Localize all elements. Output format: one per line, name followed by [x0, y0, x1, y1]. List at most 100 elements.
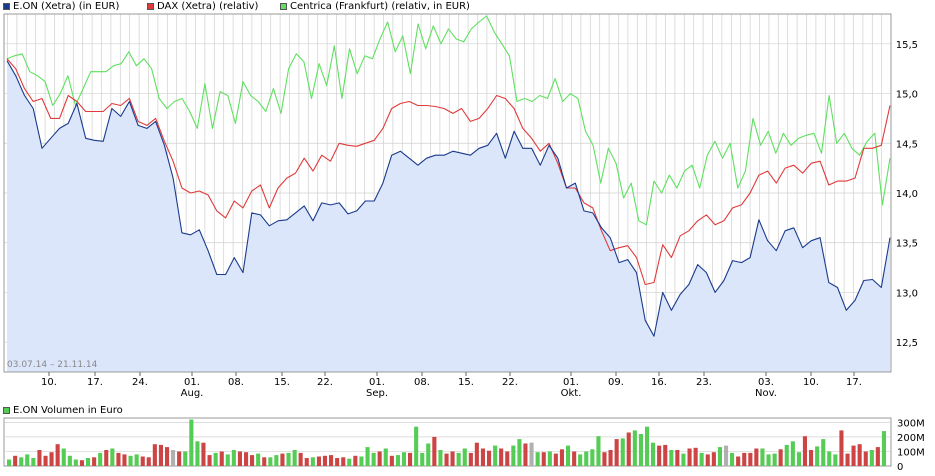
volume-y-tick-label: 0 — [897, 462, 903, 473]
volume-bar — [237, 451, 242, 466]
volume-bar — [365, 447, 370, 466]
volume-bar — [61, 448, 66, 466]
volume-bar — [25, 454, 30, 466]
volume-bar — [736, 456, 741, 466]
volume-bar — [225, 454, 230, 466]
volume-bar — [675, 450, 680, 466]
volume-bar — [845, 453, 850, 466]
volume-bar — [353, 455, 358, 466]
x-tick-label: 22. — [502, 377, 518, 388]
volume-bar — [171, 450, 176, 466]
legend-swatch-dax — [147, 3, 154, 10]
volume-bar — [456, 452, 461, 466]
x-tick-label: 01. — [184, 377, 200, 388]
volume-bar — [389, 455, 394, 466]
volume-bar — [140, 456, 145, 466]
legend-label-dax: DAX (Xetra) (relativ) — [157, 1, 259, 12]
volume-bar — [875, 447, 880, 466]
volume-bar — [602, 452, 607, 466]
volume-panel: 300M 200M 100M 0 — [3, 417, 925, 473]
volume-bar — [195, 441, 200, 466]
volume-bar — [401, 452, 406, 466]
volume-bar — [158, 444, 163, 466]
series-eon-area — [7, 60, 890, 372]
volume-bar — [869, 450, 874, 466]
volume-bar — [31, 458, 36, 466]
y-tick-label: 13,5 — [896, 239, 918, 250]
x-tick-label: 08. — [228, 377, 244, 388]
volume-bar — [329, 455, 334, 466]
volume-bar — [98, 452, 103, 466]
volume-bar — [468, 452, 473, 466]
volume-bar — [298, 452, 303, 466]
legend-centrica: Centrica (Frankfurt) (relativ, in EUR) — [280, 1, 470, 12]
legend-swatch-centrica — [280, 3, 287, 10]
x-tick-label: 23. — [696, 377, 712, 388]
volume-bar — [395, 455, 400, 466]
volume-bar — [821, 439, 826, 466]
volume-bar — [657, 445, 662, 466]
volume-bar — [802, 436, 807, 466]
legend-dax: DAX (Xetra) (relativ) — [147, 1, 258, 12]
y-tick-label: 13,0 — [896, 288, 918, 299]
x-tick-label: 16. — [651, 377, 667, 388]
volume-bar — [541, 452, 546, 466]
x-tick-label: 01. — [369, 377, 385, 388]
volume-bar — [304, 458, 309, 466]
volume-bar — [778, 449, 783, 466]
volume-bar — [250, 455, 255, 466]
volume-bar — [165, 447, 170, 466]
y-tick-label: 15,0 — [896, 90, 918, 101]
volume-bar — [438, 450, 443, 466]
volume-bar — [408, 452, 413, 466]
volume-bar — [578, 454, 583, 466]
volume-bar — [614, 439, 619, 466]
volume-bar — [92, 457, 97, 466]
series-eon-line — [6, 60, 891, 337]
volume-bar — [7, 459, 12, 466]
volume-bar — [505, 451, 510, 466]
volume-bar — [645, 426, 650, 466]
volume-bar — [231, 450, 236, 466]
volume-bar — [43, 455, 48, 466]
volume-bar — [663, 444, 668, 466]
legend-eon: E.ON (Xetra) (in EUR) — [3, 1, 119, 12]
volume-bar — [19, 457, 24, 466]
y-tick-label: 12,5 — [896, 338, 918, 349]
volume-bar — [535, 452, 540, 466]
volume-bar — [499, 448, 504, 466]
volume-bar — [559, 449, 564, 466]
volume-bar — [55, 444, 60, 466]
volume-bar — [651, 442, 656, 466]
volume-bar — [122, 454, 127, 466]
legend-label-eon: E.ON (Xetra) (in EUR) — [13, 1, 120, 12]
volume-bar — [790, 441, 795, 466]
volume-bar — [316, 456, 321, 466]
volume-bar — [529, 442, 534, 466]
volume-bar — [827, 451, 832, 466]
x-tick-label: 03. — [758, 377, 774, 388]
volume-bar — [699, 452, 704, 466]
volume-y-tick-label: 300M — [897, 418, 925, 429]
legend-label-centrica: Centrica (Frankfurt) (relativ, in EUR) — [290, 1, 470, 12]
volume-bar — [256, 453, 261, 466]
volume-bar — [335, 458, 340, 466]
volume-bar — [766, 454, 771, 466]
volume-bar — [377, 451, 382, 466]
volume-bar — [152, 444, 157, 466]
month-label: Okt. — [561, 388, 582, 399]
volume-bar — [213, 452, 218, 466]
month-label: Aug. — [181, 388, 204, 399]
volume-bar — [796, 452, 801, 466]
volume-bar — [705, 454, 710, 466]
volume-bar — [863, 451, 868, 466]
volume-bar — [183, 451, 188, 466]
volume-bar — [572, 451, 577, 466]
volume-bar — [730, 452, 735, 466]
volume-bar — [116, 452, 121, 466]
volume-bar — [590, 449, 595, 466]
volume-bar — [104, 450, 109, 466]
volume-bar — [383, 448, 388, 466]
volume-bar — [414, 426, 419, 466]
